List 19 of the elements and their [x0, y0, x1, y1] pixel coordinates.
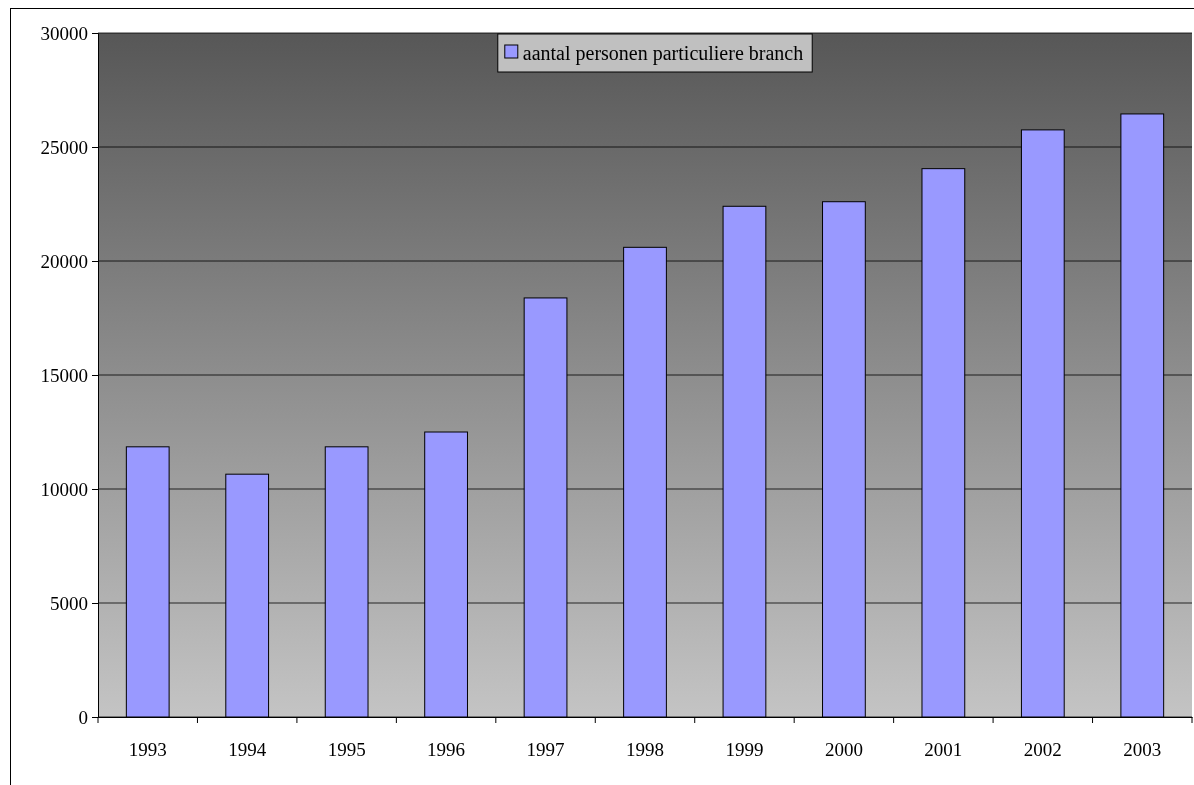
y-tick-label: 10000 — [40, 478, 88, 500]
y-tick-label: 20000 — [40, 250, 88, 272]
x-tick-label: 1997 — [526, 739, 565, 761]
x-tick-label: 1994 — [228, 739, 267, 761]
y-tick-label: 5000 — [50, 592, 88, 614]
x-tick-label: 2001 — [924, 739, 963, 761]
x-tick-label: 1996 — [427, 739, 466, 761]
x-tick-label: 2000 — [824, 739, 863, 761]
x-tick-label: 2002 — [1023, 739, 1062, 761]
x-tick-label: 1999 — [725, 739, 764, 761]
y-tick-label: 30000 — [40, 22, 88, 44]
y-tick-label: 15000 — [40, 364, 88, 386]
x-tick-label: 1993 — [128, 739, 167, 761]
x-tick-label: 1998 — [626, 739, 664, 761]
x-tick-label: 1995 — [327, 739, 366, 761]
x-tick-label: 2003 — [1123, 739, 1162, 761]
legend-label: aantal personen particuliere branch — [522, 42, 804, 65]
y-tick-label: 0 — [78, 706, 88, 728]
y-tick-label: 25000 — [40, 136, 88, 158]
